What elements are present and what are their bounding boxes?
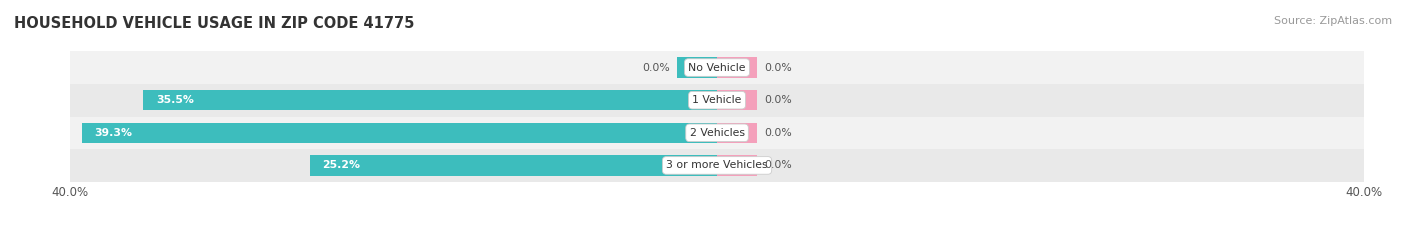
Text: 35.5%: 35.5% xyxy=(156,95,194,105)
Bar xyxy=(70,116,1364,149)
Bar xyxy=(143,90,717,110)
Text: No Vehicle: No Vehicle xyxy=(689,63,745,72)
Text: Source: ZipAtlas.com: Source: ZipAtlas.com xyxy=(1274,16,1392,26)
Text: 25.2%: 25.2% xyxy=(322,161,360,170)
Bar xyxy=(70,51,1364,84)
Bar xyxy=(717,123,758,143)
Bar xyxy=(717,58,758,78)
Text: 0.0%: 0.0% xyxy=(763,63,792,72)
Text: 0.0%: 0.0% xyxy=(763,95,792,105)
Text: 0.0%: 0.0% xyxy=(763,128,792,138)
Text: 0.0%: 0.0% xyxy=(643,63,671,72)
Bar xyxy=(717,155,758,175)
Text: 0.0%: 0.0% xyxy=(763,161,792,170)
Bar xyxy=(309,155,717,175)
Bar xyxy=(676,58,717,78)
Text: 2 Vehicles: 2 Vehicles xyxy=(689,128,745,138)
Text: HOUSEHOLD VEHICLE USAGE IN ZIP CODE 41775: HOUSEHOLD VEHICLE USAGE IN ZIP CODE 4177… xyxy=(14,16,415,31)
Bar xyxy=(70,84,1364,116)
Text: 39.3%: 39.3% xyxy=(94,128,132,138)
Bar xyxy=(717,90,758,110)
Text: 1 Vehicle: 1 Vehicle xyxy=(692,95,742,105)
Bar xyxy=(70,149,1364,182)
Bar xyxy=(82,123,717,143)
Text: 3 or more Vehicles: 3 or more Vehicles xyxy=(666,161,768,170)
